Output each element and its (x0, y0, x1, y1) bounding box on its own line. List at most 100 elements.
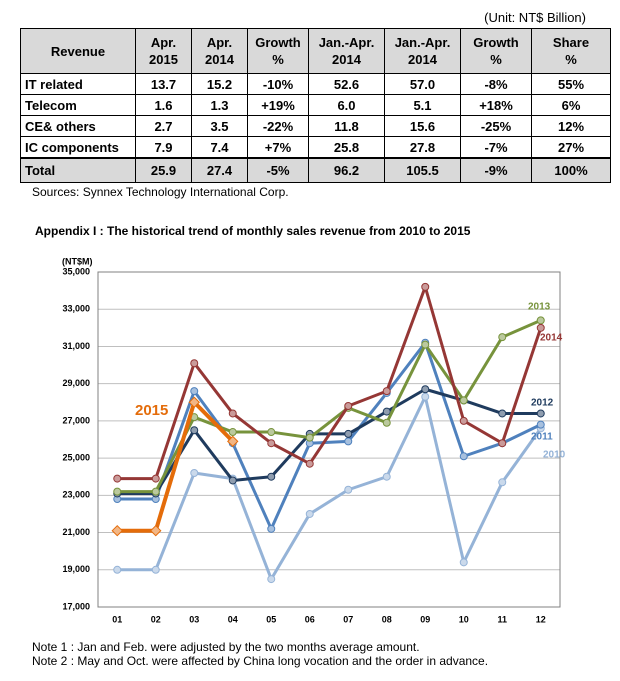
header-cell: Growth% (460, 28, 532, 74)
table-cell: +19% (247, 94, 309, 116)
table-cell: CE& others (20, 115, 136, 137)
series-line (117, 400, 235, 533)
point (536, 316, 545, 325)
total-cell: -5% (247, 157, 309, 183)
table-cell: +7% (247, 136, 309, 159)
table-cell: -22% (247, 115, 309, 137)
point (421, 392, 430, 401)
header-text: % (490, 52, 502, 67)
table-cell: 52.6 (308, 73, 385, 95)
total-cell: 105.5 (384, 157, 461, 183)
point (267, 524, 276, 533)
table-cell: IT related (20, 73, 136, 95)
table-cell: 11.8 (308, 115, 385, 137)
y-tick-label: 31,000 (62, 341, 90, 351)
point (536, 409, 545, 418)
point (382, 387, 391, 396)
point (344, 429, 353, 438)
y-tick-label: 29,000 (62, 378, 90, 388)
point (382, 407, 391, 416)
point (150, 524, 162, 537)
y-tick-label: 27,000 (62, 415, 90, 425)
x-tick-label: 08 (382, 614, 392, 624)
total-cell: Total (20, 157, 136, 183)
point (498, 478, 507, 487)
header-cell: Growth% (247, 28, 309, 74)
point (344, 485, 353, 494)
total-cell: 96.2 (308, 157, 385, 183)
point (305, 509, 314, 518)
header-cell: Apr. 2015 (135, 28, 192, 74)
point (228, 409, 237, 418)
point (421, 385, 430, 394)
y-tick-label: 35,000 (62, 266, 90, 276)
header-cell: Jan.-Apr. 2014 (308, 28, 385, 74)
y-tick-label: 23,000 (62, 490, 90, 500)
revenue-table: Revenue Apr. 2015 Apr. 2014 Growth% Jan.-Apr. 2… (20, 28, 611, 183)
x-tick-label: 05 (266, 614, 276, 624)
table-row: CE& others 2.7 3.5 -22% 11.8 15.6 -25% 12% (20, 115, 611, 137)
table-cell: 5.1 (384, 94, 461, 116)
series-label: 2010 (543, 450, 566, 461)
header-text: 2015 (149, 52, 178, 67)
notes: Note 1 : Jan and Feb. were adjusted by t… (32, 640, 488, 668)
header-text: Jan.-Apr. (318, 35, 375, 50)
header-text: Apr. (150, 35, 177, 50)
header-text: Growth (255, 35, 301, 50)
x-tick-label: 09 (420, 614, 430, 624)
y-axis-label: (NT$M) (62, 256, 93, 266)
point (267, 439, 276, 448)
series-line (117, 395, 542, 581)
point (344, 437, 353, 446)
header-text: % (272, 52, 284, 67)
header-text: 2014 (205, 52, 234, 67)
table-cell: 12% (531, 115, 611, 137)
point (267, 428, 276, 437)
table-cell: 15.6 (384, 115, 461, 137)
unit: (Unit: NT$ Billion) (484, 10, 586, 25)
x-tick-label: 02 (151, 614, 161, 624)
table-cell: +18% (460, 94, 532, 116)
point (267, 575, 276, 584)
table-cell: -7% (460, 136, 532, 159)
table-cell: 55% (531, 73, 611, 95)
table-row: IC components 7.9 7.4 +7% 25.8 27.8 -7% 27% (20, 136, 611, 159)
table-cell: 1.6 (135, 94, 192, 116)
header-cell: Apr. 2014 (191, 28, 248, 74)
point (344, 402, 353, 410)
series-line (117, 341, 542, 531)
point (228, 428, 237, 437)
table-cell: 27% (531, 136, 611, 159)
x-tick-label: 07 (343, 614, 353, 624)
x-tick-label: 01 (112, 614, 122, 624)
point (190, 387, 199, 396)
header-text: Revenue (50, 43, 106, 59)
point (113, 487, 122, 496)
table-cell: 27.8 (384, 136, 461, 159)
table-cell: 15.2 (191, 73, 248, 95)
point (190, 426, 199, 435)
total-row: Total 25.9 27.4 -5% 96.2 105.5 -9% 100% (20, 157, 611, 183)
x-tick-label: 10 (459, 614, 469, 624)
y-tick-label: 21,000 (62, 527, 90, 537)
table-cell: -10% (247, 73, 309, 95)
y-tick-label: 25,000 (62, 452, 90, 462)
point (305, 433, 314, 442)
point (305, 459, 314, 468)
note: Note 1 : Jan and Feb. were adjusted by t… (32, 640, 420, 654)
point (459, 452, 468, 461)
y-tick-label: 17,000 (62, 601, 90, 611)
header-text: 2014 (332, 52, 361, 67)
point (536, 420, 545, 429)
point (188, 396, 200, 408)
x-tick-label: 04 (228, 614, 238, 624)
series-label: 2013 (528, 302, 551, 313)
point (498, 439, 507, 448)
point (151, 487, 160, 496)
plot-border (97, 271, 561, 608)
header-cell: Jan.-Apr. 2014 (384, 28, 461, 74)
point (111, 524, 123, 537)
point (227, 435, 239, 448)
header-text: 2014 (408, 52, 437, 67)
point (459, 416, 468, 425)
